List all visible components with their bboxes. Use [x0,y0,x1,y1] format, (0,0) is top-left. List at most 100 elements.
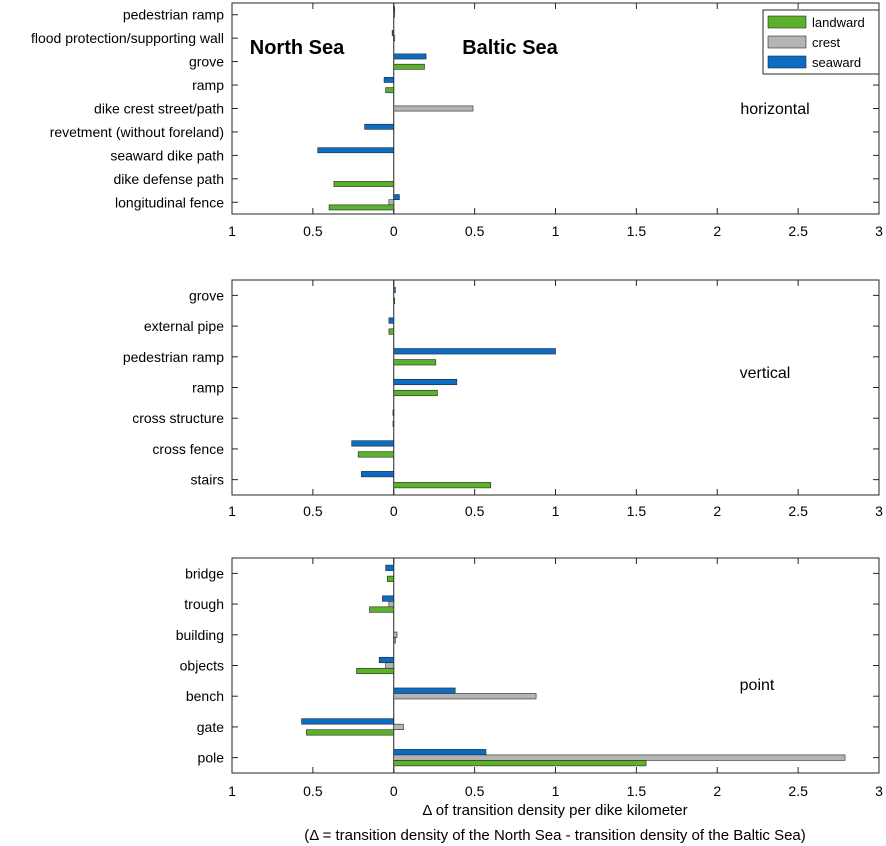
chart-panels: 1 0.5 0 0.5 1 1.5 2 2.5 3 pedestrian ramp flood pr… [31,2,883,799]
x-tick-label: 1 [552,783,560,799]
category-label: seaward dike path [110,147,224,163]
legend-label-seaward: seaward [812,55,861,70]
category-label: pole [198,750,225,766]
bar-landward [393,637,396,644]
x-tick-label: 3 [875,783,883,799]
bar-seaward [393,194,400,200]
category-label: building [176,627,224,643]
bar-seaward [393,53,427,60]
bar-landward [369,606,395,613]
x-tick-label: 1 [228,503,236,519]
legend: landward crest seaward [762,9,880,75]
bar-landward [333,181,395,187]
category-label: cross fence [152,441,224,457]
x-tick-label: 1.5 [627,783,647,799]
x-axis-label: Δ of transition density per dike kilomet… [422,802,687,819]
x-tick-label: 1 [228,223,236,239]
axes-box [231,557,880,774]
bar-crest [393,105,474,112]
category-label: dike crest street/path [94,101,224,117]
bar-seaward [382,595,395,602]
x-tick-label: 1.5 [627,223,647,239]
bar-seaward [393,286,396,293]
bar-crest [385,662,395,669]
bar-landward [393,63,425,70]
category-label: ramp [192,380,224,396]
bar-seaward [378,656,395,664]
bar-crest [393,693,537,700]
bar-seaward [393,348,556,355]
bar-landward [386,575,395,582]
x-tick-label: 2.5 [788,503,808,519]
bar-landward [393,297,396,304]
x-tick-label: 2.5 [788,783,808,799]
category-label: gate [197,719,224,735]
axes-box [231,279,880,496]
panel-title: horizontal [740,101,809,118]
bar-landward [393,760,647,767]
category-label: bench [186,688,224,704]
bar-landward [356,667,395,675]
bar-crest [388,199,395,206]
x-tick-label: 1 [552,223,560,239]
category-label: objects [180,658,224,674]
x-tick-label: 1 [552,503,560,519]
category-label: ramp [192,77,224,93]
bar-seaward [364,123,395,130]
bar-crest [393,754,846,761]
bar-landward [392,420,395,427]
bar-seaward [351,440,395,447]
legend-label-landward: landward [812,15,865,30]
panel-title: vertical [740,365,791,382]
x-tick-label: 0.5 [465,503,485,519]
legend-swatch-landward [767,15,807,29]
category-label: flood protection/supporting wall [31,30,224,46]
x-tick-label: 0.5 [303,503,323,519]
bar-seaward [393,749,487,756]
bar-seaward [393,687,456,694]
bar-crest [393,11,396,18]
panel-title: point [740,677,775,694]
category-label: trough [184,596,224,612]
bar-seaward [393,378,458,386]
category-label: dike defense path [113,171,224,187]
bar-landward [388,328,395,335]
category-label: pedestrian ramp [123,7,224,23]
x-tick-label: 0.5 [303,783,323,799]
x-tick-label: 0.5 [465,223,485,239]
legend-label-crest: crest [812,35,841,50]
bar-seaward [392,409,395,416]
x-tick-label: 3 [875,503,883,519]
x-axis-note: (Δ = transition density of the North Sea… [304,827,806,844]
x-tick-label: 2.5 [788,223,808,239]
x-tick-label: 2 [713,503,721,519]
category-label: grove [189,287,224,303]
category-label: cross structure [132,410,224,426]
bar-crest [393,723,404,730]
bar-seaward [388,317,395,324]
baltic-sea-label: Baltic Sea [462,37,558,59]
panel-point: 1 0.5 0 0.5 1 1.5 2 2.5 3 bridge trough building obj… [176,557,883,799]
bar-crest [393,35,396,42]
bar-seaward [301,718,395,725]
category-label: external pipe [144,318,224,334]
category-label: pedestrian ramp [123,349,224,365]
x-tick-label: 1.5 [627,503,647,519]
bar-landward [328,204,395,211]
legend-swatch-seaward [767,55,807,69]
x-tick-label: 2 [713,783,721,799]
bar-landward [393,389,438,397]
bar-landward [385,87,395,94]
bar-crest [393,631,398,638]
x-tick-label: 0 [390,223,398,239]
bar-landward [306,729,395,736]
x-tick-label: 1 [228,783,236,799]
bar-landward [357,451,395,458]
bar-landward [393,359,437,366]
category-label: longitudinal fence [115,194,224,210]
panel-vertical: 1 0.5 0 0.5 1 1.5 2 2.5 3 grove external pipe pedes… [123,279,883,519]
bar-seaward [361,471,395,478]
category-label: bridge [185,565,224,581]
bar-seaward [383,77,395,83]
